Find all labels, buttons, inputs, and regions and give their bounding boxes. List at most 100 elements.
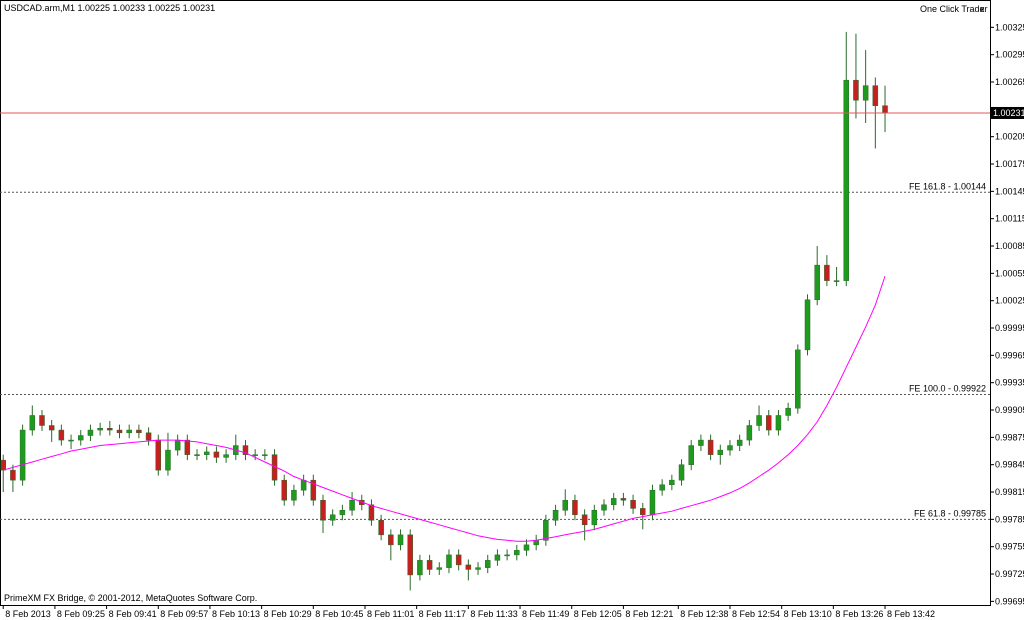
level-label: FE 161.8 - 1.00144 (909, 181, 986, 191)
y-tick-label: 1.00055 (995, 268, 1024, 278)
candle-body (853, 79, 859, 101)
y-tick-label: 0.99725 (995, 569, 1024, 579)
candle-body (174, 439, 181, 451)
candle-body (426, 560, 433, 570)
y-tick-label: 1.00175 (995, 159, 1024, 169)
candle-body (843, 79, 850, 281)
candle-body (872, 85, 879, 106)
candle-body (698, 439, 704, 446)
candle-body (862, 85, 869, 101)
candle-body (165, 449, 171, 471)
candle-body (581, 514, 588, 526)
candle-body (514, 550, 520, 556)
candle-body (436, 567, 443, 570)
candle-body (804, 299, 811, 351)
y-tick-label: 0.99785 (995, 514, 1024, 524)
candle-body (591, 509, 598, 526)
panel-close[interactable]: x (980, 4, 985, 14)
x-tick-label: 8 Feb 10:13 (212, 609, 260, 619)
candle-body (455, 554, 462, 566)
candle-body (659, 484, 665, 491)
candle-body (756, 415, 762, 426)
candle-body (688, 445, 694, 465)
x-tick-label: 8 Feb 12:05 (574, 609, 622, 619)
candle-body (601, 504, 607, 511)
x-tick-label: 8 Feb 09:41 (109, 609, 157, 619)
footer: PrimeXM FX Bridge, © 2001-2012, MetaQuot… (4, 593, 257, 603)
candle-body (388, 534, 394, 546)
candle-body (194, 454, 200, 456)
x-tick-label: 8 Feb 12:38 (680, 609, 728, 619)
candle-body (678, 464, 685, 481)
candle-body (504, 554, 510, 557)
candle-body (252, 454, 258, 456)
moving-average (3, 275, 886, 542)
candle-body (746, 425, 753, 441)
candle-body (494, 554, 501, 561)
candle-body (533, 540, 539, 546)
candle-body (814, 264, 820, 301)
candle-body (39, 415, 45, 426)
y-tick-label: 0.99875 (995, 432, 1024, 442)
x-tick-label: 8 Feb 2013 (5, 609, 51, 619)
candle-body (669, 479, 675, 485)
x-tick-label: 8 Feb 10:29 (264, 609, 312, 619)
candle-body (300, 479, 307, 491)
candle-body (407, 534, 413, 576)
candle-body (223, 454, 229, 458)
y-tick-label: 1.00145 (995, 186, 1024, 196)
level-label: FE 100.0 - 0.99922 (909, 384, 986, 394)
candle-body (717, 449, 724, 455)
candle-body (795, 349, 801, 409)
candle-body (640, 508, 646, 516)
y-tick-label: 0.99695 (995, 596, 1024, 606)
x-tick-label: 8 Feb 11:49 (522, 609, 569, 619)
candle-body (155, 439, 162, 471)
level-label: FE 61.8 - 0.99785 (914, 508, 986, 518)
y-tick-label: 0.99905 (995, 405, 1024, 415)
candle-body (833, 280, 840, 282)
panel-title[interactable]: One Click Trader (920, 4, 988, 14)
x-tick-label: 8 Feb 11:33 (470, 609, 517, 619)
y-tick-label: 1.00265 (995, 77, 1024, 87)
candle-body (58, 429, 65, 441)
x-tick-label: 8 Feb 12:21 (625, 609, 673, 619)
candle-body (765, 415, 772, 431)
candle-body (48, 425, 55, 431)
bid-label: 1.00231 (993, 108, 1024, 118)
candle-body (310, 479, 317, 501)
candle-body (707, 439, 714, 455)
x-tick-label: 8 Feb 13:26 (835, 609, 883, 619)
candle-body (523, 544, 530, 551)
candle-body (446, 554, 452, 568)
candle-body (397, 534, 404, 546)
candle-body (484, 560, 491, 568)
candle-body (329, 514, 336, 521)
candle-body (262, 454, 268, 456)
candle-body (145, 432, 152, 441)
y-tick-label: 1.00025 (995, 296, 1024, 306)
candle-body (785, 407, 791, 416)
y-tick-label: 0.99935 (995, 378, 1024, 388)
candle-body (649, 489, 656, 516)
y-tick-label: 0.99995 (995, 323, 1024, 333)
candle-body (136, 429, 142, 434)
x-tick-label: 8 Feb 13:10 (784, 609, 832, 619)
y-tick-label: 0.99845 (995, 460, 1024, 470)
candle-body (184, 439, 191, 455)
candle-body (727, 445, 733, 451)
candle-body (87, 429, 94, 436)
y-tick-label: 1.00085 (995, 241, 1024, 251)
candle-body (10, 469, 16, 481)
candle-body (349, 499, 355, 511)
candle-body (378, 520, 384, 536)
candle-body (213, 451, 220, 458)
candle-body (203, 451, 210, 455)
candle-body (368, 504, 375, 521)
candle-body (882, 105, 888, 114)
x-tick-label: 8 Feb 11:17 (419, 609, 466, 619)
candle-body (630, 499, 636, 509)
